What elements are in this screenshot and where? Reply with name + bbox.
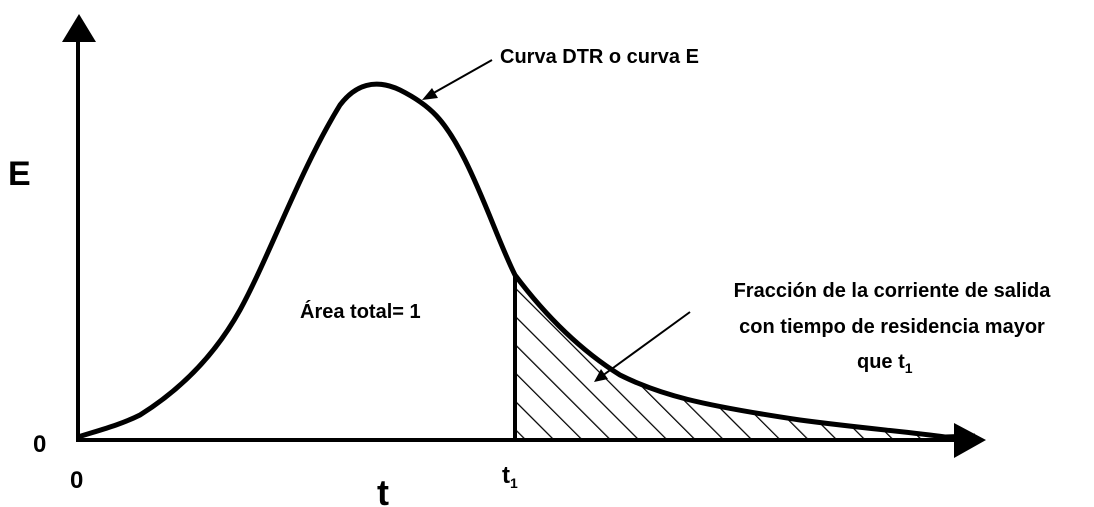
rtd-curve xyxy=(77,81,976,440)
fraction-arrow xyxy=(601,311,691,377)
curve-annotation: Curva DTR o curva E xyxy=(500,46,699,68)
fraction-line-2: con tiempo de residencia mayor xyxy=(739,316,1045,338)
t1-sub: 1 xyxy=(510,475,518,491)
fraction-last-sub: 1 xyxy=(905,360,913,376)
fraction-arrowhead xyxy=(594,369,608,382)
fraction-line-1: Fracción de la corriente de salida xyxy=(734,280,1052,302)
y-axis-label: E xyxy=(8,155,31,193)
y-arrowhead xyxy=(62,14,96,42)
fraction-line-3: que t1 xyxy=(857,351,913,376)
area-annotation: Área total= 1 xyxy=(300,300,421,323)
x-axis-label: t xyxy=(377,472,389,507)
t1-label: t1 xyxy=(502,462,518,491)
t1-main: t xyxy=(502,462,510,489)
y-origin: 0 xyxy=(33,431,46,458)
x-origin: 0 xyxy=(70,467,83,494)
fraction-last-main: que t xyxy=(857,351,905,373)
curve-arrowhead xyxy=(422,88,438,100)
curve-arrow xyxy=(429,59,493,96)
x-arrowhead xyxy=(954,423,986,458)
